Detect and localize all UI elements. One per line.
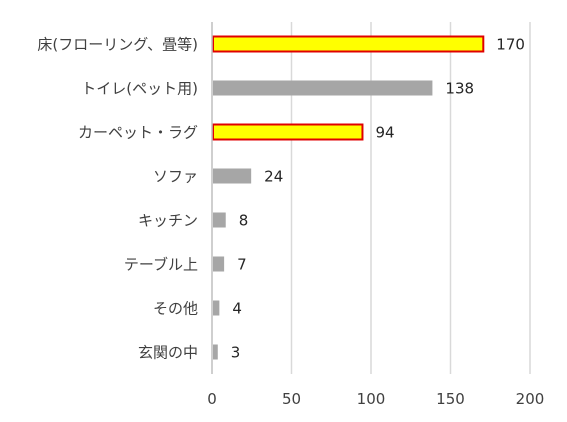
bar-3 xyxy=(213,168,252,184)
value-label: 8 xyxy=(239,212,249,230)
value-label: 4 xyxy=(232,300,242,318)
x-tick-labels: 0 50 100 150 200 xyxy=(207,390,544,408)
category-label: カーペット・ラグ xyxy=(78,124,198,142)
gridlines xyxy=(290,22,531,374)
x-tick-label: 100 xyxy=(357,390,386,408)
category-label: ソファ xyxy=(153,168,198,186)
value-label: 138 xyxy=(445,80,474,98)
category-label: トイレ(ペット用) xyxy=(81,80,198,98)
category-label: テーブル上 xyxy=(124,256,198,274)
category-label: 床(フローリング、畳等) xyxy=(37,36,198,54)
x-tick-label: 200 xyxy=(516,390,545,408)
category-label: 玄関の中 xyxy=(138,344,198,362)
bars xyxy=(212,35,485,360)
bar-5 xyxy=(213,256,225,272)
category-label: キッチン xyxy=(138,212,198,230)
value-label: 7 xyxy=(237,256,247,274)
value-labels: 170 138 94 24 8 7 4 3 xyxy=(231,36,525,362)
x-tick-label: 0 xyxy=(207,390,217,408)
value-label: 24 xyxy=(264,168,283,186)
x-tick-label: 50 xyxy=(282,390,301,408)
bar-6 xyxy=(213,300,220,316)
bar-0 xyxy=(212,35,485,53)
bar-7 xyxy=(213,344,218,360)
value-label: 170 xyxy=(496,36,525,54)
bar-1 xyxy=(213,80,433,96)
category-label: その他 xyxy=(153,300,198,318)
category-labels: 床(フローリング、畳等) トイレ(ペット用) カーペット・ラグソファキッチンテーブル… xyxy=(37,36,198,362)
value-label: 94 xyxy=(375,124,394,142)
x-tick-label: 150 xyxy=(436,390,465,408)
bar-4 xyxy=(213,212,226,228)
value-label: 3 xyxy=(231,344,241,362)
bar-2 xyxy=(212,123,364,141)
